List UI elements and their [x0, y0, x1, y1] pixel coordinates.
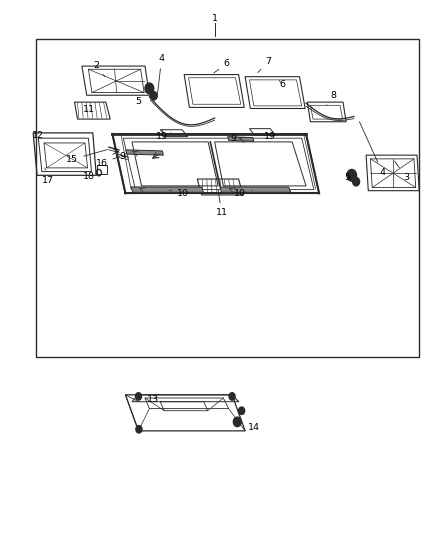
Text: 13: 13: [147, 394, 159, 403]
Circle shape: [229, 393, 235, 400]
Text: 2: 2: [93, 61, 105, 77]
Text: 6: 6: [214, 59, 230, 73]
Bar: [36, 38, 419, 357]
Circle shape: [347, 169, 357, 181]
Text: 19: 19: [155, 132, 171, 141]
Text: 11: 11: [215, 190, 228, 217]
Text: 19: 19: [264, 132, 276, 141]
Circle shape: [353, 177, 360, 186]
Text: 9: 9: [120, 152, 126, 161]
Text: 12: 12: [32, 131, 43, 140]
Circle shape: [136, 425, 142, 433]
Polygon shape: [220, 187, 291, 192]
Text: 1: 1: [212, 14, 218, 23]
Text: 3: 3: [395, 161, 409, 182]
Bar: [97, 165, 107, 174]
Circle shape: [145, 83, 154, 94]
Text: 9: 9: [230, 134, 241, 143]
Circle shape: [233, 417, 241, 426]
Text: 10: 10: [234, 189, 252, 198]
Text: 8: 8: [326, 91, 336, 106]
Text: 18: 18: [82, 169, 98, 181]
Text: 16: 16: [95, 157, 119, 167]
Polygon shape: [126, 150, 163, 155]
Text: 6: 6: [279, 80, 285, 89]
Text: 17: 17: [42, 168, 54, 184]
Text: 10: 10: [170, 189, 189, 198]
Circle shape: [135, 393, 141, 400]
Circle shape: [239, 407, 245, 415]
Text: 7: 7: [258, 57, 272, 72]
Text: 11: 11: [82, 105, 95, 114]
Text: 4: 4: [360, 122, 385, 176]
Text: 5: 5: [344, 173, 352, 182]
Text: 14: 14: [240, 423, 260, 432]
Text: 4: 4: [158, 54, 165, 94]
Polygon shape: [228, 136, 254, 141]
Circle shape: [150, 92, 157, 100]
Text: 5: 5: [135, 90, 148, 106]
Polygon shape: [131, 187, 203, 192]
Text: 15: 15: [66, 150, 107, 164]
